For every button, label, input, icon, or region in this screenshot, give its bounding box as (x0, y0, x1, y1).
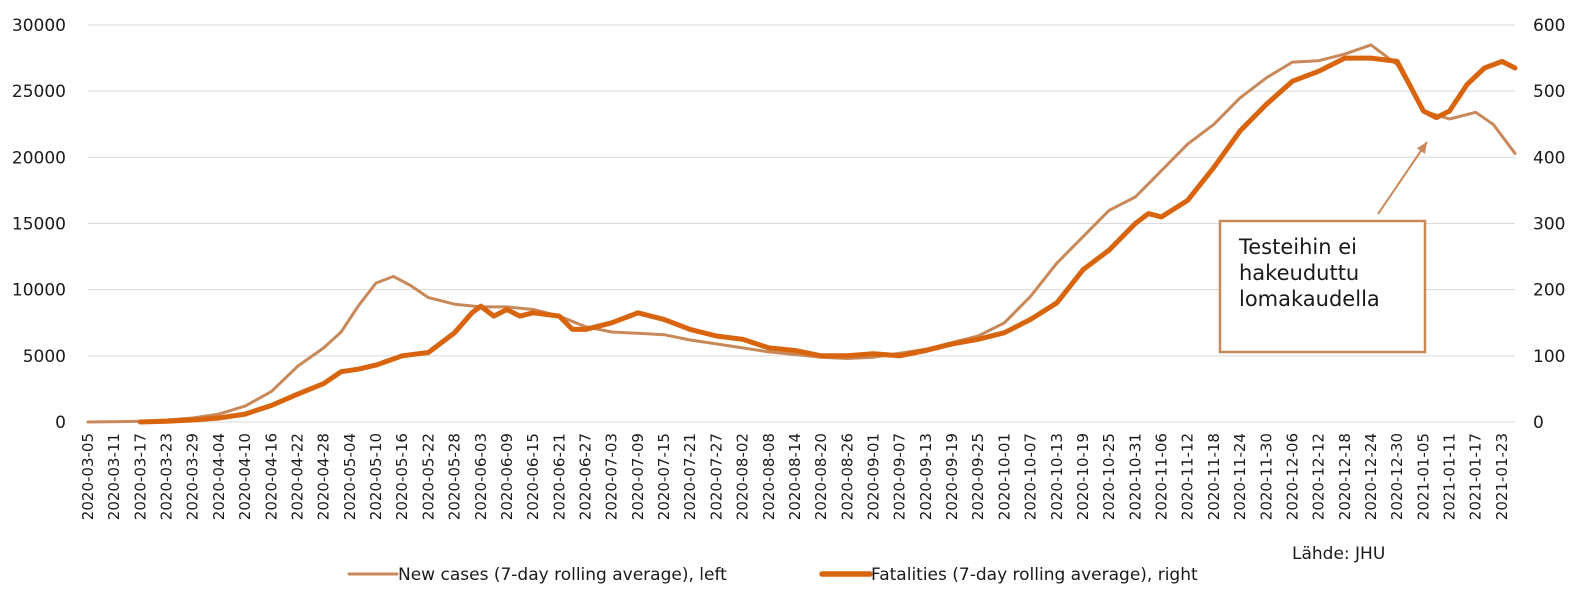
x-tick-label: 2020-12-30 (1388, 433, 1406, 520)
x-tick-label: 2020-04-22 (288, 433, 306, 520)
annotation-box (1218, 219, 1427, 354)
annotation-arrow-line (1377, 141, 1428, 215)
x-tick-label: 2020-11-12 (1179, 433, 1197, 520)
x-tick-label: 2021-01-17 (1467, 433, 1485, 520)
x-tick-label: 2020-04-16 (262, 433, 280, 520)
x-tick-label: 2020-12-06 (1283, 433, 1301, 520)
x-tick-label: 2020-08-08 (760, 433, 778, 520)
source-label: Lähde: JHU (1292, 544, 1385, 564)
x-tick-label: 2020-08-14 (786, 433, 804, 520)
y-left-tick-label: 20000 (12, 148, 66, 168)
x-tick-label: 2020-09-07 (891, 433, 909, 520)
series-line-new-cases (86, 43, 1517, 424)
x-tick-label: 2020-03-05 (79, 433, 97, 520)
x-tick-label: 2020-05-28 (446, 433, 464, 520)
y-left-tick-label: 15000 (12, 215, 66, 235)
y-left-tick-label: 5000 (23, 347, 66, 367)
x-tick-label: 2021-01-23 (1493, 433, 1511, 520)
x-tick-label: 2020-07-15 (655, 433, 673, 520)
x-tick-label: 2020-06-15 (524, 433, 542, 520)
x-tick-label: 2020-08-26 (838, 433, 856, 520)
x-tick-label: 2020-11-24 (1231, 433, 1249, 520)
x-tick-label: 2021-01-11 (1441, 433, 1459, 520)
x-tick-label: 2020-06-09 (498, 433, 516, 520)
right-y-axis: 0 100 200 300 400 500 600 (1533, 16, 1565, 433)
legend: New cases (7-day rolling average), left … (347, 565, 1198, 585)
x-tick-label: 2020-07-21 (681, 433, 699, 520)
x-tick-label: 2020-03-11 (105, 433, 123, 520)
x-tick-label: 2020-09-25 (969, 433, 987, 520)
x-tick-label: 2020-06-03 (472, 433, 490, 520)
x-tick-label: 2020-03-17 (131, 433, 149, 520)
y-right-tick-label: 0 (1533, 413, 1544, 433)
y-right-tick-label: 600 (1533, 16, 1565, 36)
x-tick-label: 2020-10-07 (1022, 433, 1040, 520)
annotation-text-line-1: Testeihin ei (1238, 235, 1357, 259)
annotation-arrowhead (1416, 142, 1427, 154)
x-tick-label: 2020-12-24 (1362, 433, 1380, 520)
y-left-tick-label: 10000 (12, 281, 66, 301)
x-tick-label: 2020-03-29 (184, 433, 202, 520)
y-left-tick-label: 30000 (12, 16, 66, 36)
y-right-tick-label: 100 (1533, 347, 1565, 367)
x-tick-label: 2020-06-27 (576, 433, 594, 520)
x-tick-label: 2020-11-30 (1257, 433, 1275, 520)
x-tick-label: 2020-07-27 (707, 433, 725, 520)
annotation-text-line-2: hakeuduttu (1239, 261, 1359, 285)
x-tick-label: 2020-08-20 (812, 433, 830, 520)
x-tick-label: 2020-07-03 (603, 433, 621, 520)
x-tick-label: 2020-10-13 (1048, 433, 1066, 520)
x-tick-label: 2020-09-13 (917, 433, 935, 520)
x-tick-label: 2020-04-04 (210, 433, 228, 520)
annotation: Testeihin ei hakeuduttu lomakaudella (1218, 141, 1428, 354)
x-tick-label: 2020-03-23 (158, 433, 176, 520)
x-axis: 2020-03-05 2020-03-11 2020-03-17 2020-03-23… (79, 433, 1511, 520)
y-right-tick-label: 300 (1533, 215, 1565, 235)
x-tick-label: 2020-09-01 (865, 433, 883, 520)
gridlines (88, 24, 1515, 423)
y-left-tick-label: 0 (55, 413, 66, 433)
x-tick-label: 2020-12-12 (1310, 433, 1328, 520)
x-tick-label: 2020-05-10 (367, 433, 385, 520)
y-left-tick-label: 25000 (12, 82, 66, 102)
x-tick-label: 2020-07-09 (629, 433, 647, 520)
x-tick-label: 2020-08-02 (734, 433, 752, 520)
left-y-axis: 0 5000 10000 15000 20000 25000 30000 (12, 16, 66, 433)
y-right-tick-label: 400 (1533, 148, 1565, 168)
x-tick-label: 2020-04-28 (315, 433, 333, 520)
annotation-text-line-3: lomakaudella (1239, 287, 1380, 311)
x-tick-label: 2020-11-06 (1153, 433, 1171, 520)
x-tick-label: 2020-10-01 (995, 433, 1013, 520)
series-line-fatalities (137, 55, 1518, 425)
y-right-tick-label: 200 (1533, 281, 1565, 301)
x-tick-label: 2020-05-22 (419, 433, 437, 520)
x-tick-label: 2020-09-19 (943, 433, 961, 520)
legend-label-new-cases: New cases (7-day rolling average), left (398, 565, 727, 585)
x-tick-label: 2020-10-19 (1074, 433, 1092, 520)
x-tick-label: 2021-01-05 (1414, 433, 1432, 520)
x-tick-label: 2020-06-21 (550, 433, 568, 520)
x-tick-label: 2020-05-04 (341, 433, 359, 520)
x-tick-label: 2020-12-18 (1336, 433, 1354, 520)
x-tick-label: 2020-10-31 (1126, 433, 1144, 520)
x-tick-label: 2020-11-18 (1205, 433, 1223, 520)
series-lines (86, 43, 1518, 425)
y-right-tick-label: 500 (1533, 82, 1565, 102)
x-tick-label: 2020-04-10 (236, 433, 254, 520)
x-tick-label: 2020-10-25 (1100, 433, 1118, 520)
x-tick-label: 2020-05-16 (393, 433, 411, 520)
legend-label-fatalities: Fatalities (7-day rolling average), righ… (871, 565, 1198, 585)
